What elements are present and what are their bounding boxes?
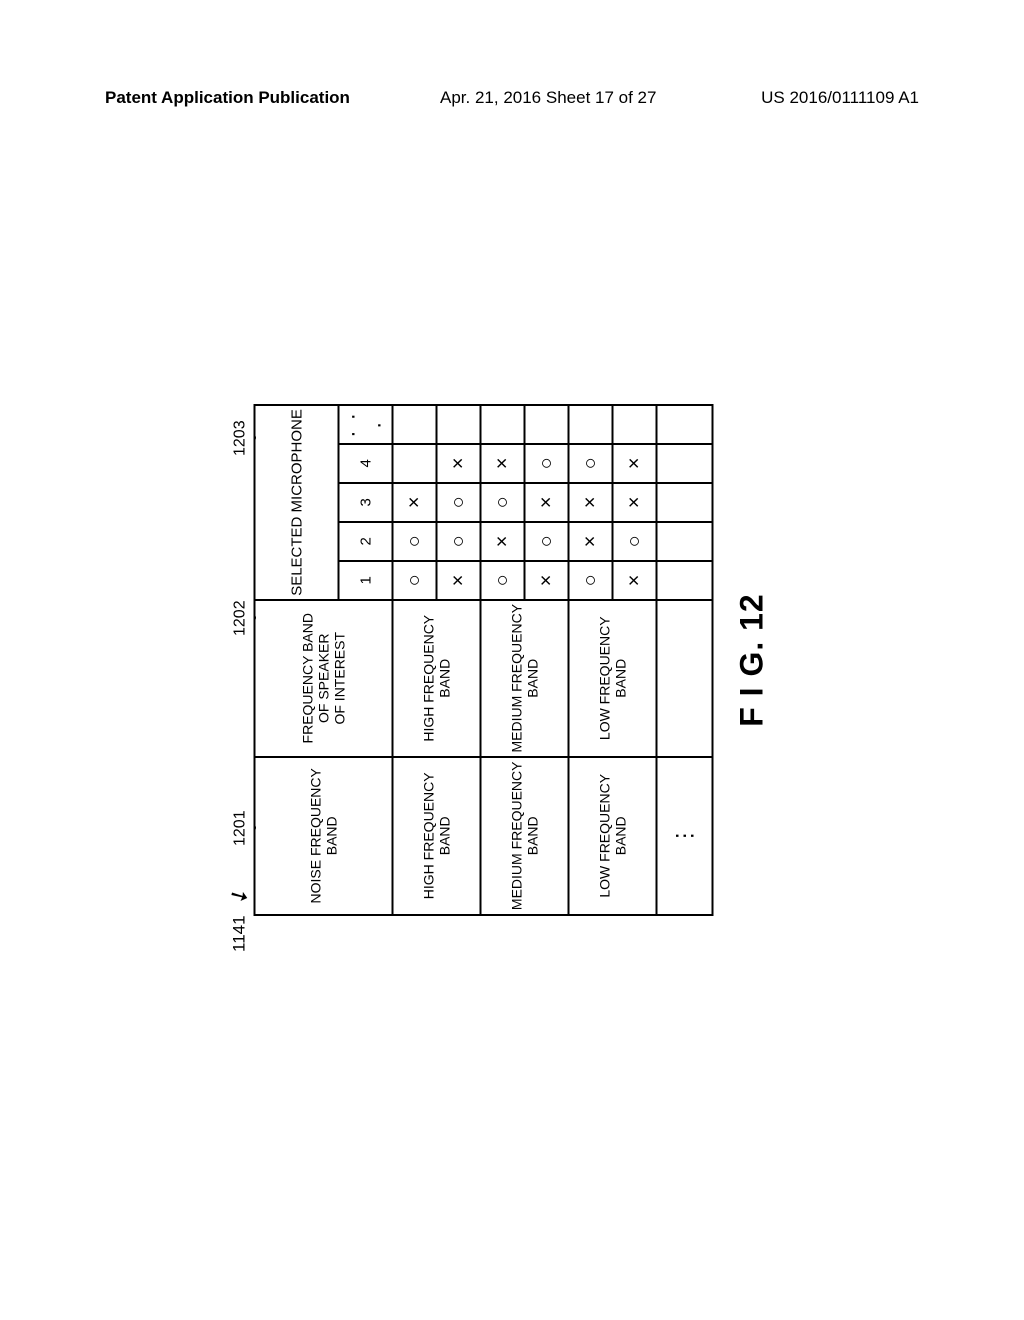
mic-cell: ○: [613, 522, 657, 561]
mic-cell: ○: [437, 483, 481, 522]
mic-cell: ×: [481, 444, 525, 483]
column-ref-label: 1201: [232, 810, 249, 846]
mic-cell: [569, 405, 613, 444]
mic-cell: ×: [613, 444, 657, 483]
leader-hook-icon: ⌣: [252, 600, 260, 636]
empty-cell: [657, 444, 713, 483]
empty-cell: [657, 600, 713, 757]
mic-cell: ○: [525, 444, 569, 483]
table-omit-row: ⋮: [657, 405, 713, 915]
header-freq-of-interest: FREQUENCY BANDOF SPEAKEROF INTEREST: [255, 600, 393, 757]
mic-cell: ×: [481, 522, 525, 561]
freq-band-cell: HIGH FREQUENCYBAND: [393, 600, 481, 757]
mic-cell: ×: [613, 483, 657, 522]
header-noise-freq-band: NOISE FREQUENCYBAND: [255, 757, 393, 915]
noise-band-cell: MEDIUM FREQUENCYBAND: [481, 757, 569, 915]
header-publication: Patent Application Publication: [105, 88, 350, 108]
mic-cell: ×: [525, 561, 569, 600]
mic-cell: [525, 405, 569, 444]
table-row: HIGH FREQUENCYBAND HIGH FREQUENCYBAND ○ …: [393, 405, 437, 915]
table-header-row: NOISE FREQUENCYBAND FREQUENCY BANDOF SPE…: [255, 405, 339, 915]
noise-band-omit: ⋮: [657, 757, 713, 915]
empty-cell: [657, 405, 713, 444]
mic-cell: [613, 405, 657, 444]
mic-cell: ○: [437, 522, 481, 561]
column-ref-1201: 1201 ⌣: [232, 810, 260, 846]
header-date-sheet: Apr. 21, 2016 Sheet 17 of 27: [440, 88, 656, 108]
table-row: MEDIUM FREQUENCYBAND MEDIUM FREQUENCYBAN…: [481, 405, 525, 915]
leader-hook-icon: ⌣: [252, 810, 260, 846]
mic-col-1: 1: [339, 561, 393, 600]
mic-cell: [393, 444, 437, 483]
mic-cell: ×: [437, 444, 481, 483]
microphone-selection-table: NOISE FREQUENCYBAND FREQUENCY BANDOF SPE…: [254, 404, 714, 916]
leader-arrow-icon: ➚: [231, 885, 249, 906]
table-id-label: 1141: [230, 915, 249, 952]
figure-caption: F I G. 12: [734, 404, 771, 916]
mic-cell: [393, 405, 437, 444]
mic-cell: ×: [525, 483, 569, 522]
mic-cell: ×: [393, 483, 437, 522]
mic-col-2: 2: [339, 522, 393, 561]
mic-cell: ○: [393, 522, 437, 561]
column-ref-label: 1202: [232, 600, 249, 636]
mic-cell: [437, 405, 481, 444]
noise-band-cell: LOW FREQUENCYBAND: [569, 757, 657, 915]
column-ref-1202: 1202 ⌣: [232, 600, 260, 636]
figure-12: 1141 ➚ 1201 ⌣ 1202 ⌣ 1203 ⌣ NOISE FREQUE…: [254, 404, 771, 916]
table-reference-id: 1141 ➚: [230, 886, 250, 952]
empty-cell: [657, 483, 713, 522]
column-ref-1203: 1203 ⌣: [232, 420, 260, 456]
mic-cell: ○: [393, 561, 437, 600]
header-pub-number: US 2016/0111109 A1: [761, 88, 919, 108]
mic-cell: ○: [569, 561, 613, 600]
mic-col-3: 3: [339, 483, 393, 522]
header-selected-microphone: SELECTED MICROPHONE: [255, 405, 339, 600]
freq-band-cell: MEDIUM FREQUENCYBAND: [481, 600, 569, 757]
noise-band-cell: HIGH FREQUENCYBAND: [393, 757, 481, 915]
table-row: LOW FREQUENCYBAND LOW FREQUENCYBAND ○ × …: [569, 405, 613, 915]
mic-cell: ×: [613, 561, 657, 600]
mic-cell: ×: [569, 522, 613, 561]
mic-cell: ○: [481, 483, 525, 522]
mic-col-more: · · ·: [339, 405, 393, 444]
mic-cell: ○: [569, 444, 613, 483]
mic-cell: ○: [481, 561, 525, 600]
mic-cell: ×: [569, 483, 613, 522]
freq-band-cell: LOW FREQUENCYBAND: [569, 600, 657, 757]
mic-cell: [481, 405, 525, 444]
mic-cell: ○: [525, 522, 569, 561]
empty-cell: [657, 522, 713, 561]
leader-hook-icon: ⌣: [252, 420, 260, 456]
mic-cell: ×: [437, 561, 481, 600]
column-ref-label: 1203: [232, 420, 249, 456]
mic-col-4: 4: [339, 444, 393, 483]
empty-cell: [657, 561, 713, 600]
